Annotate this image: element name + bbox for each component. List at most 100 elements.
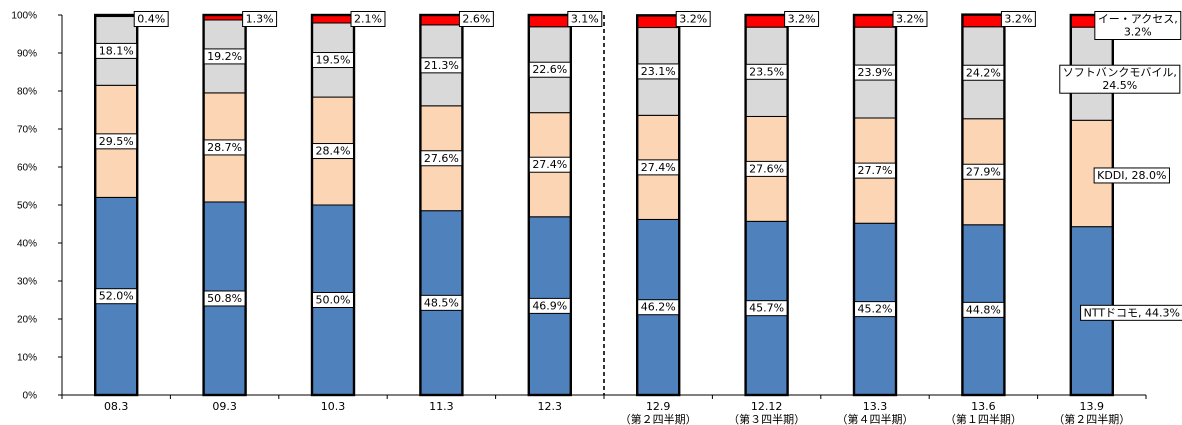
data-label-box — [567, 11, 603, 27]
data-label-box — [637, 299, 680, 316]
data-label: 44.8% — [962, 301, 1005, 318]
data-label-text: 27.7% — [858, 164, 893, 177]
x-subcategory-label: （第３四半期） — [728, 412, 805, 425]
data-label-box — [745, 63, 788, 80]
data-label-box — [675, 11, 711, 27]
data-label: 27.7% — [854, 162, 896, 179]
data-label-text: 22.6% — [532, 63, 567, 76]
data-label: 21.3% — [420, 57, 463, 74]
data-label-box — [528, 61, 571, 78]
x-subcategory-label: （第２四半期） — [1053, 412, 1130, 425]
data-label-box — [1059, 64, 1181, 94]
x-subcategory-label: （第２四半期） — [620, 412, 697, 425]
data-label: 23.9% — [854, 64, 896, 81]
data-label: 50.8% — [203, 290, 246, 307]
data-label-box — [350, 11, 386, 27]
data-label-box — [745, 160, 788, 177]
data-label: 23.1% — [637, 63, 680, 80]
data-label-text: 29.5% — [99, 135, 134, 148]
data-label-box — [528, 297, 571, 314]
y-tick-label: 100% — [11, 11, 37, 22]
y-tick-label: 30% — [17, 277, 37, 288]
data-label-text: 2.1% — [354, 13, 382, 26]
data-label-text: 27.9% — [966, 165, 1001, 178]
data-label: 46.9% — [528, 297, 571, 314]
x-category-label: 11.3 — [429, 400, 454, 413]
data-label: 2.6% — [458, 11, 494, 27]
y-tick-label: 20% — [17, 315, 37, 326]
data-label-box — [95, 133, 138, 150]
data-label-box — [854, 162, 896, 179]
data-label: 29.5% — [95, 133, 138, 150]
data-label: ソフトバンクモバイル,24.5% — [1059, 64, 1181, 94]
bar-segment — [745, 14, 789, 28]
y-tick-label: 10% — [17, 353, 37, 364]
data-label-box — [242, 11, 278, 27]
data-label-text: 3.2% — [788, 13, 816, 26]
data-label-text: 23.9% — [858, 66, 893, 79]
data-label-box — [458, 11, 494, 27]
x-category-label: 10.3 — [321, 400, 346, 413]
data-label-box — [312, 292, 354, 308]
data-label-text: 19.2% — [207, 50, 242, 63]
data-label-box — [95, 288, 138, 305]
data-label-text: 50.8% — [207, 292, 242, 305]
data-label: 27.9% — [962, 163, 1005, 180]
x-category-label: 12.12 — [751, 400, 783, 413]
data-label-box — [420, 150, 463, 167]
x-category-label: 12.9 — [646, 400, 671, 413]
data-label: 3.1% — [567, 11, 603, 27]
x-category-label: 13.6 — [971, 400, 996, 413]
data-label-text: 24.2% — [966, 66, 1001, 79]
data-label-text: 45.2% — [858, 303, 893, 316]
data-label-text: 50.0% — [316, 294, 351, 307]
data-labels: 52.0% 29.5% 18.1% 0.4% 50.8% 28.7% 19.2% 1.3% 50… — [95, 11, 1182, 321]
bar-segment — [853, 14, 897, 28]
data-label-box — [637, 63, 680, 80]
data-label-text: 18.1% — [99, 44, 134, 57]
data-label-box — [962, 301, 1005, 318]
bar-outline — [961, 13, 1006, 397]
bar-outline — [636, 14, 681, 397]
data-label-text: 3.2% — [679, 13, 707, 26]
data-label-box — [420, 294, 463, 311]
data-label-text: 52.0% — [99, 290, 134, 303]
data-label: 46.2% — [637, 299, 680, 316]
data-label: 52.0% — [95, 288, 138, 305]
data-label: 28.7% — [203, 139, 246, 156]
data-label: 19.2% — [203, 48, 246, 65]
data-label: 19.5% — [312, 52, 354, 69]
data-label-box — [1080, 304, 1182, 321]
data-label-box — [745, 300, 788, 317]
data-label-text: 21.3% — [424, 59, 459, 72]
data-label-box — [854, 64, 896, 81]
data-label-text: 0.4% — [137, 13, 165, 26]
x-category-label: 13.9 — [1080, 400, 1105, 413]
x-category-label: 08.3 — [104, 400, 129, 413]
data-label-box — [95, 42, 138, 59]
x-axis-labels: 08.3 09.3 10.3 11.3 12.3 12.9（第２四半期）12.12（第３四… — [104, 400, 1130, 425]
data-label: 22.6% — [528, 61, 571, 78]
data-label-text: 23.1% — [641, 65, 676, 78]
data-label-text: 1.3% — [246, 13, 274, 26]
data-label-box — [528, 156, 571, 173]
data-label-box — [133, 11, 169, 27]
data-label: KDDI, 28.0% — [1093, 167, 1170, 184]
data-label-box — [854, 301, 896, 318]
data-label-box — [203, 290, 246, 307]
x-category-label: 09.3 — [212, 400, 237, 413]
data-label-text: 3.2% — [1124, 26, 1152, 39]
data-label-box — [892, 11, 928, 27]
bar-outline — [419, 13, 464, 397]
data-label: 3.2% — [675, 11, 711, 27]
bar-outline — [202, 13, 247, 397]
data-label-text: 27.4% — [641, 161, 676, 174]
bar-outline — [852, 13, 898, 397]
data-label-box — [637, 159, 680, 176]
data-label-text: KDDI, 28.0% — [1097, 169, 1166, 182]
data-label-text: 28.4% — [316, 145, 351, 158]
data-label-box — [1094, 11, 1182, 40]
data-label: イー・アクセス,3.2% — [1094, 11, 1182, 40]
data-label-text: NTTドコモ, 44.3% — [1084, 306, 1180, 319]
